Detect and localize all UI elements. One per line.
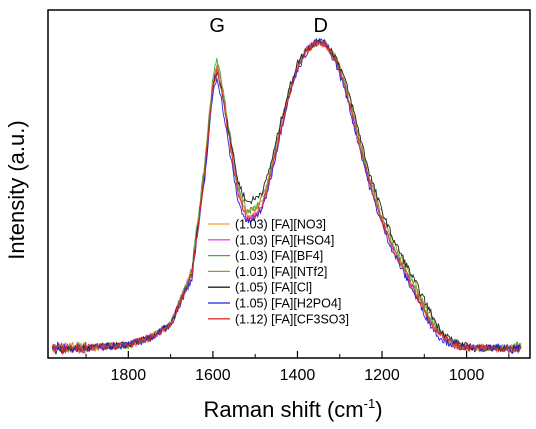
legend-label-5: (1.05) [FA][Cl] bbox=[235, 281, 312, 295]
series-line-6 bbox=[51, 37, 522, 355]
series-line-7 bbox=[51, 39, 522, 356]
x-axis-title: Raman shift (cm-1) bbox=[203, 396, 382, 422]
x-axis-ticks: 1800 1600 1400 1200 1000 bbox=[85, 351, 510, 384]
x-tick-label: 1200 bbox=[364, 367, 400, 384]
y-axis-title: Intensity (a.u.) bbox=[4, 120, 29, 259]
legend-label-6: (1.05) [FA][H2PO4] bbox=[235, 297, 341, 311]
legend-label-3: (1.03) [FA][BF4] bbox=[235, 249, 323, 263]
x-tick-label: 1000 bbox=[449, 367, 485, 384]
peak-label-d: D bbox=[313, 15, 327, 37]
x-tick-label: 1800 bbox=[111, 367, 147, 384]
legend: (1.03) [FA][NO3](1.03) [FA][HSO4] (1.03) … bbox=[208, 218, 349, 326]
series-line-5 bbox=[51, 37, 522, 355]
plot-frame bbox=[47, 9, 531, 359]
legend-label-1: (1.03) [FA][NO3] bbox=[235, 218, 326, 232]
legend-label-7: (1.12) [FA][CF3SO3] bbox=[235, 312, 349, 326]
legend-label-2: (1.03) [FA][HSO4] bbox=[235, 233, 334, 247]
x-tick-label: 1400 bbox=[280, 367, 316, 384]
x-tick-label: 1600 bbox=[195, 367, 231, 384]
plot-lines bbox=[51, 37, 522, 356]
peak-label-g: G bbox=[209, 15, 225, 37]
legend-label-4: (1.01) [FA][NTf2] bbox=[235, 265, 327, 279]
